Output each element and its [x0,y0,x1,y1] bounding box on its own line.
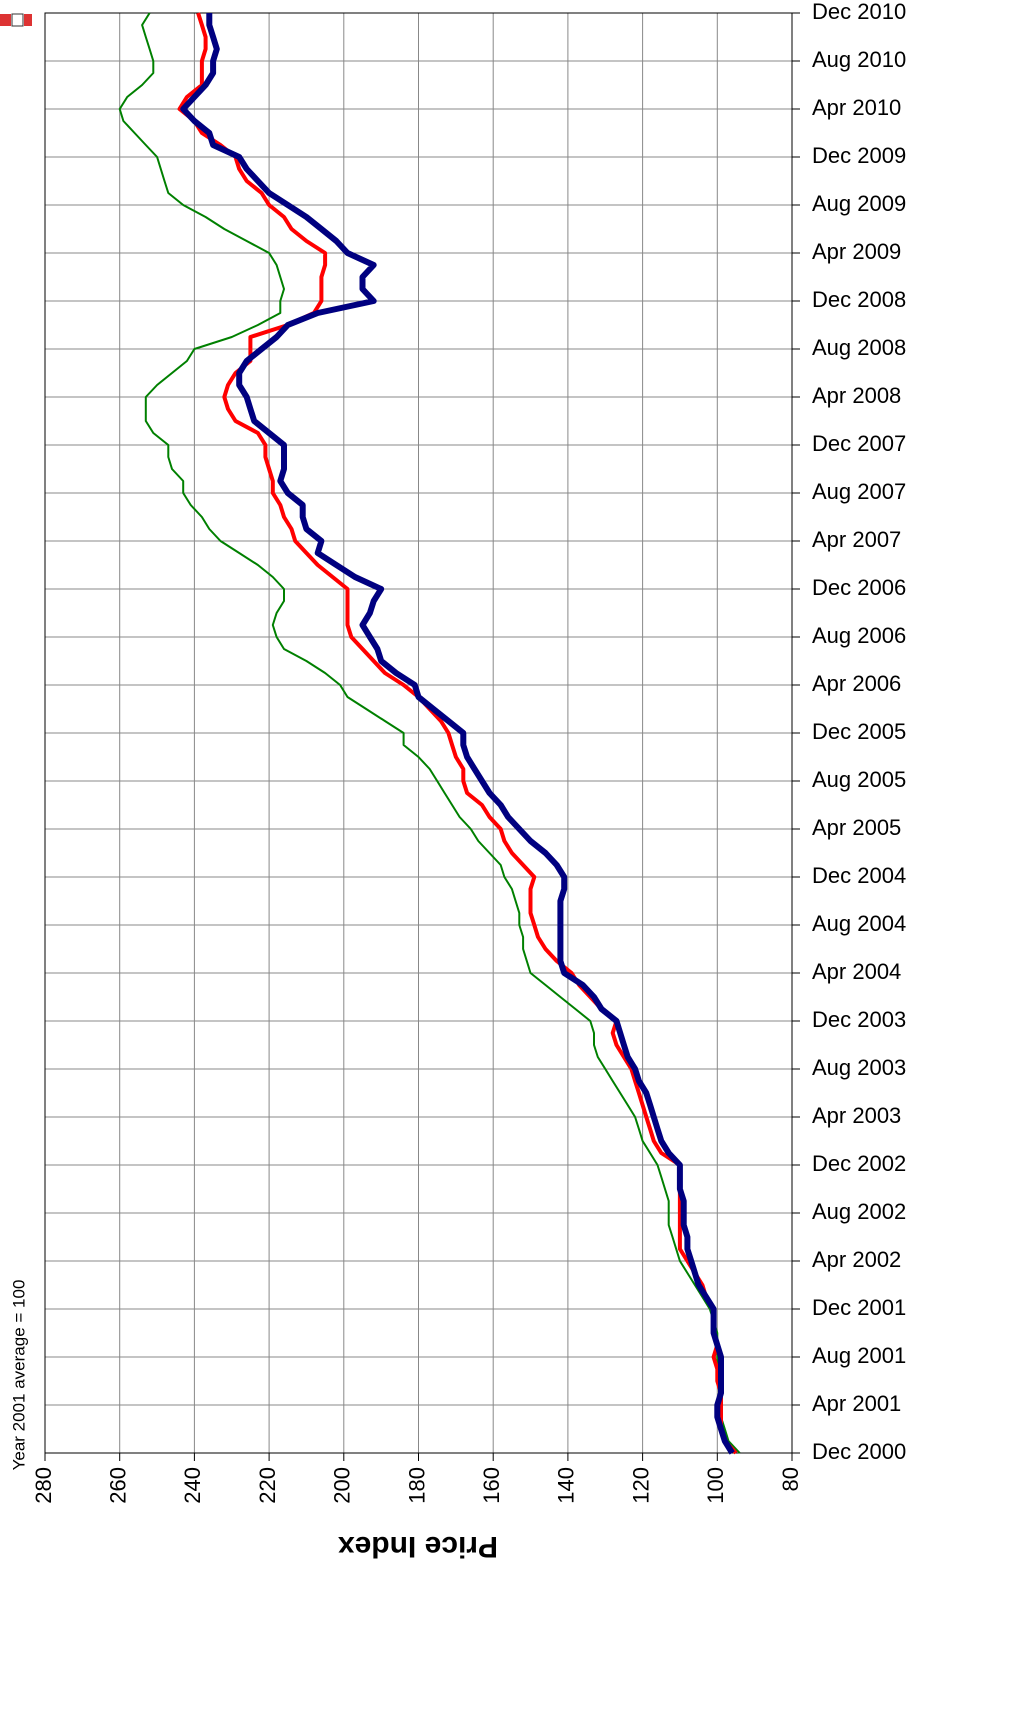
y-tick-label: Aug 2005 [812,767,906,792]
plot-frame [44,12,793,1454]
y-tick-label: Dec 2005 [812,719,906,744]
y-tick-label: Aug 2001 [812,1343,906,1368]
y-tick-label: Dec 2004 [812,863,906,888]
y-tick-label: Aug 2009 [812,191,906,216]
y-tick-label: Dec 2007 [812,431,906,456]
x-tick-label: 200 [330,1467,355,1504]
y-tick-label: Dec 2009 [812,143,906,168]
line-series [180,13,735,1455]
y-tick-label: Aug 2008 [812,335,906,360]
x-tick-label: 240 [180,1467,205,1504]
logo-mark [11,13,24,27]
y-tick-label: Aug 2006 [812,623,906,648]
logo [0,13,32,27]
x-tick-label: 160 [479,1467,504,1504]
x-axis-title: Price Index [338,1530,498,1563]
y-tick-label: Apr 2007 [812,527,901,552]
y-tick-label: Dec 2003 [812,1007,906,1032]
y-tick-label: Dec 2006 [812,575,906,600]
logo-mark [0,14,11,26]
x-tick-label: 260 [106,1467,131,1504]
y-tick-label: Dec 2008 [812,287,906,312]
x-tick-label: 180 [404,1467,429,1504]
line-series [177,12,738,1455]
y-tick-label: Dec 2000 [812,1439,906,1464]
line-series [118,12,741,1454]
logo-mark [24,14,32,26]
y-tick-label: Aug 2007 [812,479,906,504]
y-tick-label: Aug 2004 [812,911,906,936]
y-tick-label: Aug 2002 [812,1199,906,1224]
y-tick-label: Aug 2003 [812,1055,906,1080]
y-tick-label: Apr 2009 [812,239,901,264]
x-tick-label: 280 [31,1467,56,1504]
y-tick-label: Dec 2001 [812,1295,906,1320]
note: Year 2001 average = 100 [9,1280,28,1471]
y-tick-label: Apr 2005 [812,815,901,840]
y-tick-label: Apr 2004 [812,959,901,984]
y-tick-label: Apr 2010 [812,95,901,120]
y-tick-label: Apr 2003 [812,1103,901,1128]
y-tick-label: Dec 2002 [812,1151,906,1176]
y-tick-label: Apr 2001 [812,1391,901,1416]
y-tick-label: Apr 2002 [812,1247,901,1272]
x-tick-label: 220 [255,1467,280,1504]
y-tick-label: Apr 2008 [812,383,901,408]
x-tick-label: 140 [554,1467,579,1504]
x-tick-label: 100 [703,1467,728,1504]
y-tick-label: Apr 2006 [812,671,901,696]
y-tick-label: Aug 2010 [812,47,906,72]
x-tick-label: 120 [628,1467,653,1504]
y-tick-label: Dec 2010 [812,0,906,24]
x-tick-label: 80 [778,1467,803,1491]
